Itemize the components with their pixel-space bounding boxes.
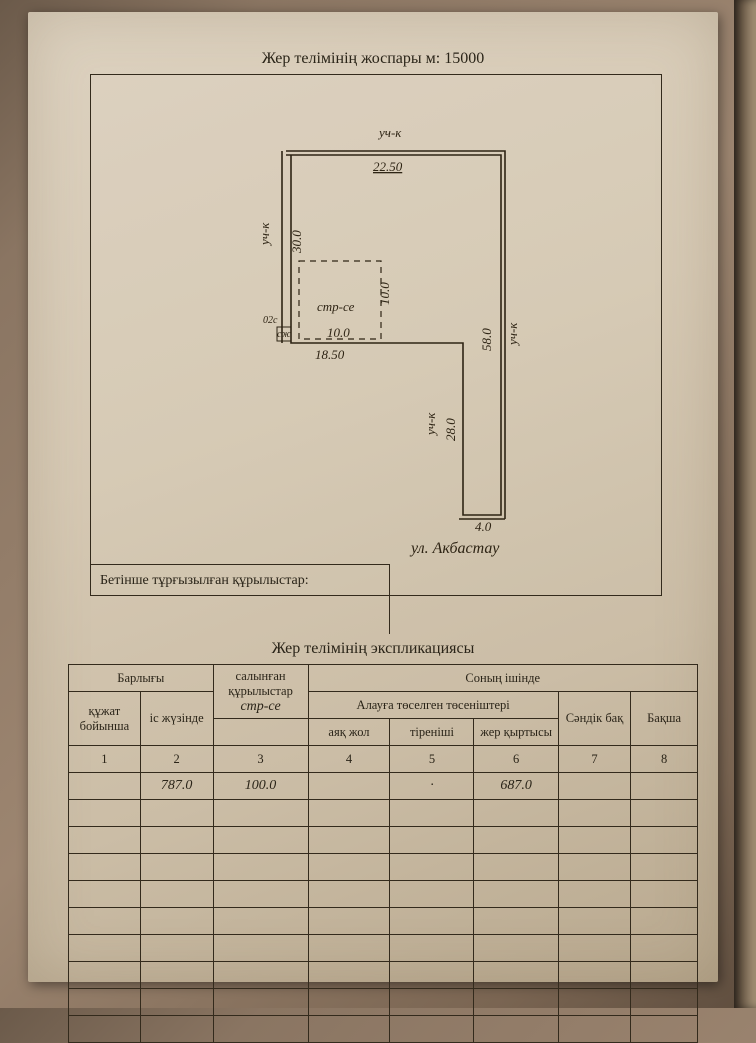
th-doc: құжат бойынша [69, 692, 141, 746]
th-soil: жер қыртысы [474, 719, 558, 746]
table-row [69, 827, 698, 854]
table-row [69, 1016, 698, 1043]
structures-caption: Бетінше тұрғызылған құрылыстар: [100, 573, 309, 588]
table-row [69, 800, 698, 827]
dim-step-v: 28.0 [443, 418, 458, 441]
th-fact: іс жүзінде [140, 692, 213, 746]
dim-left: 30.0 [289, 230, 304, 254]
th-support: тіреніші [390, 719, 474, 746]
dim-right: 58.0 [479, 328, 494, 351]
th-built: салынған құрылыстар стр-се [213, 665, 308, 719]
th-garden: Бақша [631, 692, 698, 746]
plan-frame: уч-к 22.50 уч-к 30.0 уч-к 58.0 18.50 уч-… [90, 74, 662, 596]
land-plot-diagram: уч-к 22.50 уч-к 30.0 уч-к 58.0 18.50 уч-… [91, 75, 661, 595]
plan-title: Жер телімінің жоспары м: 15000 [28, 50, 718, 68]
lbl-left-uch: уч-к [257, 222, 272, 247]
dim-inner-w: 10.0 [327, 325, 350, 340]
table-row: Барлығы салынған құрылыстар стр-се Соның… [69, 665, 698, 692]
document-page: Жер телімінің жоспары м: 15000 [28, 12, 718, 982]
explication-title: Жер телімінің экспликациясы [28, 640, 718, 658]
table-row: құжат бойынша іс жүзінде Алауға төселген… [69, 692, 698, 719]
street-name: ул. Акбастау [409, 540, 500, 557]
table-row [69, 881, 698, 908]
dim-bottom-right: 4.0 [475, 519, 492, 534]
dim-bottom-left: 18.50 [315, 347, 345, 362]
dim-top: 22.50 [373, 159, 403, 174]
dim-inner-h: 10.0 [377, 282, 392, 305]
binder-edge [734, 0, 756, 1008]
th-foot: аяқ жол [308, 719, 390, 746]
lbl-top-uch: уч-к [377, 125, 402, 140]
th-total: Барлығы [69, 665, 214, 692]
lbl-sidebox: сж [277, 329, 291, 340]
lbl-step-uch: уч-к [423, 412, 438, 437]
th-built-num-spacer [213, 719, 308, 746]
table-row [69, 989, 698, 1016]
th-pave: Алауға төселген төсеніштері [308, 692, 558, 719]
table-row [69, 908, 698, 935]
table-row: 787.0 100.0 · 687.0 [69, 773, 698, 800]
table-row [69, 935, 698, 962]
th-within: Соның ішінде [308, 665, 697, 692]
table-row [69, 854, 698, 881]
th-deco: Сәндік бақ [558, 692, 630, 746]
lbl-right-uch: уч-к [505, 322, 520, 347]
structures-caption-box: Бетінше тұрғызылған құрылыстар: [90, 564, 390, 634]
table-row: 1 2 3 4 5 6 7 8 [69, 746, 698, 773]
dim-sidebox: 02с [263, 315, 278, 326]
table-row [69, 962, 698, 989]
lbl-inner: стр-се [317, 299, 355, 314]
explication-table: Барлығы салынған құрылыстар стр-се Соның… [68, 664, 698, 1043]
